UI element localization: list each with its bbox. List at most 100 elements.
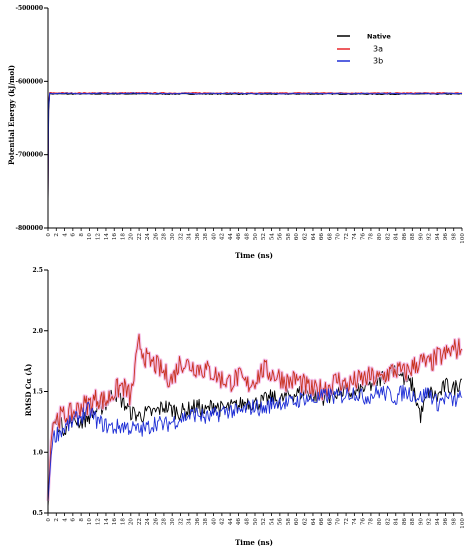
x-tick-label: 64	[311, 233, 317, 241]
legend-label-3b: 3b	[373, 57, 383, 66]
x-tick-label: 86	[402, 233, 408, 241]
y-ticks: 0.5 1.0 1.5 2.0 2.5	[33, 267, 48, 517]
x-tick-label: 34	[187, 518, 193, 526]
series-line-3b	[47, 384, 463, 501]
x-tick-label: 36	[195, 518, 201, 526]
x-tick-label: 94	[435, 233, 441, 241]
x-tick-label: 12	[95, 233, 101, 241]
x-tick-label: 56	[278, 233, 284, 241]
x-tick-label: 0	[46, 233, 52, 237]
x-tick-label: 80	[377, 518, 383, 526]
x-tick-label: 60	[294, 233, 300, 241]
series-line-3a	[47, 333, 463, 501]
x-tick-label: 80	[377, 233, 383, 241]
x-tick-label: 10	[87, 233, 93, 241]
x-tick-label: 4	[62, 518, 68, 522]
x-tick-label: 72	[344, 518, 350, 526]
x-tick-label: 44	[228, 518, 234, 526]
series-group	[47, 91, 463, 203]
x-tick-label: 32	[178, 518, 184, 526]
legend-label-native: Native	[367, 33, 391, 41]
chart-potential-energy: -500000-600000-700000-800000 0 2 4 6 8 10 12 14…	[7, 5, 466, 260]
x-tick-label: 70	[336, 233, 342, 241]
x-ticks: 0 2 4 6 8 10 12 14 16 18 20 22 24 26 28 30 32 34 36 38 40 42 4…	[46, 228, 466, 244]
y-tick-label: -500000	[15, 5, 43, 12]
x-tick-label: 62	[302, 233, 308, 241]
x-tick-label: 40	[211, 518, 217, 526]
y-tick-label: 2.0	[33, 328, 43, 335]
x-tick-label: 24	[145, 518, 151, 526]
x-tick-label: 82	[385, 518, 391, 526]
x-tick-label: 6	[71, 518, 77, 522]
y-tick-label: -600000	[15, 78, 43, 85]
x-tick-label: 16	[112, 233, 118, 241]
x-tick-label: 66	[319, 233, 325, 241]
x-tick-label: 50	[253, 233, 259, 241]
x-tick-label: 46	[236, 518, 242, 526]
x-tick-label: 78	[369, 518, 375, 526]
series-line-native	[47, 93, 463, 203]
x-tick-label: 50	[253, 518, 259, 526]
legend: Native 3a 3b	[337, 33, 391, 66]
x-tick-label: 48	[245, 518, 251, 526]
x-tick-label: 76	[360, 518, 366, 526]
x-tick-label: 98	[452, 518, 458, 526]
x-tick-label: 52	[261, 233, 267, 241]
x-tick-label: 82	[385, 233, 391, 241]
x-tick-label: 54	[269, 518, 275, 526]
x-tick-label: 4	[62, 233, 68, 237]
series-line-3a	[47, 91, 463, 198]
x-axis-title: Time (ns)	[235, 538, 273, 547]
x-tick-label: 90	[418, 518, 424, 526]
x-tick-label: 8	[79, 233, 85, 237]
x-tick-label: 84	[394, 233, 400, 241]
x-tick-label: 28	[162, 518, 168, 526]
x-tick-label: 64	[311, 518, 317, 526]
x-tick-label: 48	[245, 233, 251, 241]
x-tick-label: 74	[352, 233, 358, 241]
x-tick-label: 22	[137, 233, 143, 241]
x-tick-label: 54	[269, 233, 275, 241]
series-3a-halo	[46, 332, 464, 501]
x-tick-label: 90	[418, 233, 424, 241]
x-tick-label: 86	[402, 518, 408, 526]
x-tick-label: 46	[236, 233, 242, 241]
x-tick-label: 22	[137, 518, 143, 526]
x-tick-label: 66	[319, 518, 325, 526]
x-tick-label: 88	[410, 233, 416, 241]
x-tick-label: 42	[220, 233, 226, 241]
x-tick-label: 84	[394, 518, 400, 526]
x-tick-label: 98	[452, 233, 458, 241]
x-tick-label: 38	[203, 518, 209, 526]
x-tick-label: 78	[369, 233, 375, 241]
x-tick-label: 70	[336, 518, 342, 526]
y-tick-label: 0.5	[33, 510, 43, 517]
x-tick-label: 0	[46, 518, 52, 522]
x-tick-label: 20	[129, 233, 135, 241]
x-tick-label: 94	[435, 518, 441, 526]
y-tick-label: 1.5	[33, 389, 43, 396]
x-tick-label: 34	[187, 233, 193, 241]
x-tick-label: 58	[286, 518, 292, 526]
x-tick-label: 96	[443, 518, 449, 526]
y-tick-label: -800000	[15, 225, 43, 232]
axes-group	[47, 8, 462, 229]
x-tick-label: 88	[410, 518, 416, 526]
x-tick-label: 2	[54, 518, 60, 522]
x-tick-label: 10	[87, 518, 93, 526]
legend-label-3a: 3a	[373, 45, 383, 54]
y-ticks: -500000 -600000 -700000 -800000	[15, 5, 48, 232]
x-tick-label: 60	[294, 518, 300, 526]
x-tick-label: 14	[104, 518, 110, 526]
x-tick-label: 32	[178, 233, 184, 241]
x-tick-label: 76	[360, 233, 366, 241]
x-tick-label: 62	[302, 518, 308, 526]
x-tick-label: 12	[95, 518, 101, 526]
series-line-3b	[47, 92, 463, 201]
x-tick-label: 36	[195, 233, 201, 241]
x-tick-label: 100	[460, 518, 466, 529]
x-tick-label: 18	[120, 518, 126, 526]
x-tick-label: 26	[153, 518, 159, 526]
x-ticks: 0 2 4 6 8 10 12 14 16 18 20 22 24 26 28 30 32 34 36 38 40 42 4…	[46, 513, 466, 529]
x-tick-label: 8	[79, 518, 85, 522]
